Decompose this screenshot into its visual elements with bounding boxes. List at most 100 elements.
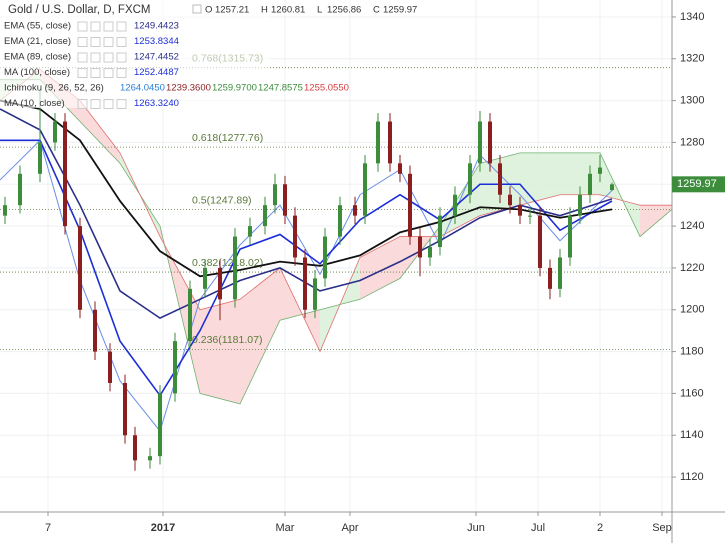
candle-body (363, 163, 367, 216)
indicator-control (77, 52, 88, 63)
indicator-value: 1249.4423 (134, 21, 179, 32)
candle-body (108, 351, 112, 383)
fib-label: 0.382(1218.02) (192, 257, 263, 269)
candle-body (588, 173, 592, 195)
y-tick-label: 1320 (680, 53, 704, 65)
candle-body (148, 456, 152, 461)
indicator-name: MA (100, close) (4, 67, 70, 78)
candle-body (78, 226, 82, 310)
candle-body (323, 236, 327, 279)
candle-body (478, 121, 482, 164)
cloud-fill (200, 299, 240, 404)
candle-body (93, 309, 97, 352)
indicator-control (77, 37, 88, 47)
indicator-control (116, 21, 127, 32)
candle-body (453, 194, 457, 216)
indicator-control (103, 52, 114, 63)
candle-body (398, 163, 402, 174)
indicator-control (116, 52, 127, 63)
indicator-value: 1264.0450 (120, 83, 165, 94)
candle-body (518, 205, 522, 216)
cloud-fill (640, 205, 672, 237)
x-tick-label: 2 (597, 522, 603, 534)
y-tick-label: 1160 (680, 387, 704, 399)
candle-body (38, 142, 42, 174)
candle-body (218, 267, 222, 300)
y-tick-label: 1240 (680, 220, 704, 232)
y-tick-label: 1280 (680, 136, 704, 148)
moving-average-line (0, 108, 613, 320)
x-tick-label: Mar (276, 522, 295, 534)
ohlc-value: 1256.86 (327, 5, 361, 16)
ohlc-label: C (373, 5, 380, 16)
candle-body (408, 173, 412, 237)
candle-body (248, 226, 252, 237)
indicator-control (90, 68, 101, 78)
candle-body (376, 121, 380, 164)
x-tick-label: 2017 (151, 522, 175, 534)
y-tick-label: 1180 (680, 345, 704, 357)
candle-body (578, 194, 582, 216)
candle-body (173, 341, 177, 394)
indicator-name: Ichimoku (9, 26, 52, 26) (4, 83, 104, 94)
candle-body (488, 121, 492, 164)
y-tick-label: 1340 (680, 11, 704, 23)
indicator-value: 1252.4487 (134, 67, 179, 78)
candle-body (123, 382, 127, 436)
indicator-control (103, 99, 114, 109)
y-tick-label: 1220 (680, 262, 704, 274)
candle-body (418, 236, 422, 258)
indicator-control (77, 99, 88, 109)
x-tick-label: Jul (531, 522, 545, 534)
cloud-fill (520, 152, 560, 206)
indicator-value: 1247.4452 (134, 52, 179, 63)
indicator-control (116, 68, 127, 78)
cloud-fill (240, 267, 280, 404)
candle-body (548, 267, 552, 289)
candle-body (18, 173, 22, 206)
x-tick-label: Sep (652, 522, 672, 534)
last-price-label: 1259.97 (677, 178, 717, 190)
candle-body (428, 247, 432, 258)
cloud-fill (80, 100, 120, 164)
legend-backdrop (0, 0, 270, 108)
indicator-name: EMA (89, close) (4, 52, 71, 63)
candle-body (203, 267, 207, 289)
candle-body (63, 121, 67, 227)
y-tick-label: 1140 (680, 429, 704, 441)
indicator-name: MA (10, close) (4, 98, 65, 109)
candle-body (538, 215, 542, 268)
candle-body (3, 205, 7, 216)
plot-area: 0.768(1315.73)0.618(1277.76)0.5(1247.89)… (0, 0, 673, 512)
indicator-control (77, 21, 88, 32)
ohlc-label: L (317, 5, 322, 16)
ohlc-value: 1257.21 (215, 5, 249, 16)
cloud-edge (0, 68, 672, 353)
candle-body (263, 205, 267, 227)
y-tick-label: 1120 (680, 471, 704, 483)
candle-body (233, 236, 237, 300)
candle-body (568, 215, 572, 258)
candle-body (188, 288, 192, 342)
indicator-control (103, 21, 114, 32)
candle-body (338, 205, 342, 237)
indicator-control (116, 99, 127, 109)
candle-body (508, 194, 512, 206)
candle-body (293, 215, 297, 258)
candle-body (283, 184, 287, 216)
x-tick-label: Apr (341, 522, 358, 534)
indicator-value: 1239.3600 (166, 83, 211, 94)
indicator-value: 1253.8344 (134, 36, 179, 47)
candle-body (388, 121, 392, 164)
fib-label: 0.618(1277.76) (192, 132, 263, 144)
indicator-control (103, 37, 114, 47)
indicator-name: EMA (55, close) (4, 21, 71, 32)
indicator-control (90, 37, 101, 47)
y-tick-label: 1300 (680, 95, 704, 107)
ohlc-label: H (261, 5, 268, 16)
candle-body (303, 257, 307, 310)
indicator-control (116, 37, 127, 47)
candle-body (528, 215, 532, 217)
